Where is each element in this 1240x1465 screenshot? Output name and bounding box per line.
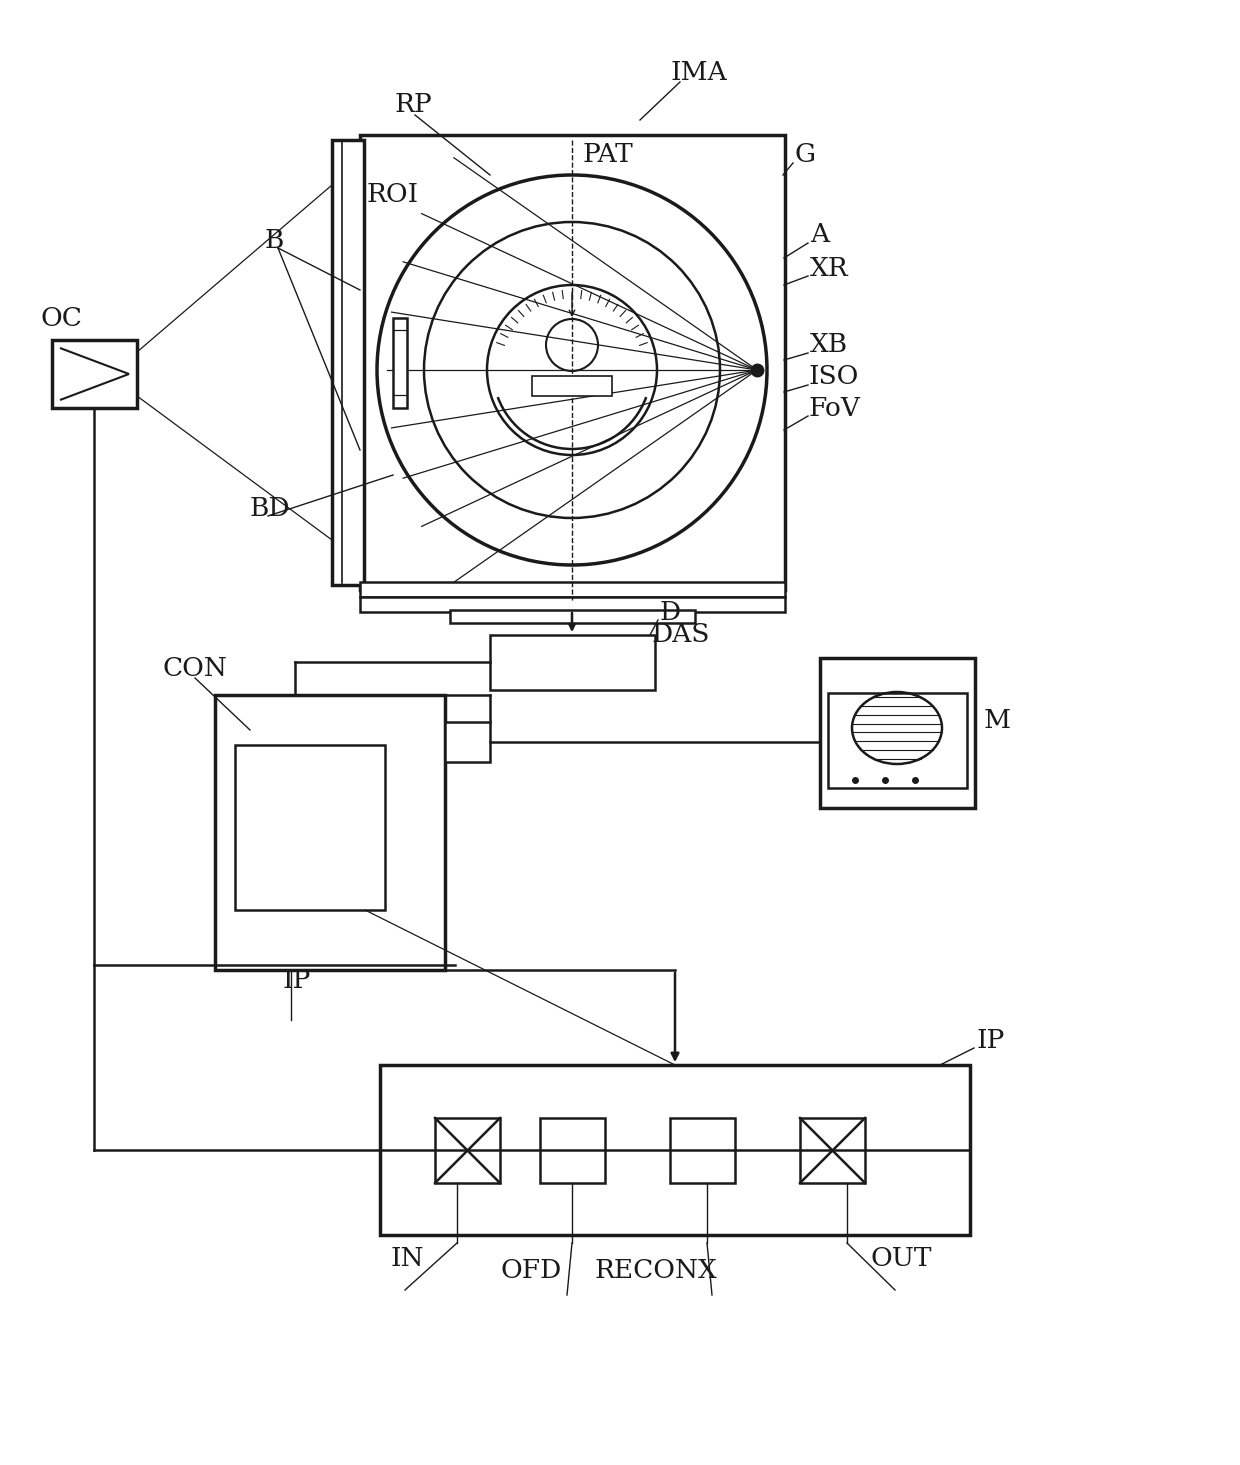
Bar <box>393 318 407 407</box>
Text: A: A <box>810 223 830 248</box>
Bar <box>450 609 694 623</box>
Text: XR: XR <box>810 255 848 280</box>
Bar <box>236 746 384 910</box>
Text: IMA: IMA <box>670 60 727 85</box>
Bar <box>52 340 136 407</box>
Bar <box>445 722 490 762</box>
Bar <box>820 658 975 809</box>
Text: B: B <box>265 227 284 252</box>
Text: XB: XB <box>810 333 848 357</box>
Text: OFD: OFD <box>500 1257 562 1282</box>
Bar <box>360 135 785 590</box>
Text: OC: OC <box>40 306 82 331</box>
Bar <box>215 694 445 970</box>
Text: PAT: PAT <box>582 142 632 167</box>
Bar <box>490 634 655 690</box>
Text: D: D <box>660 599 681 624</box>
Text: M: M <box>985 708 1011 732</box>
Bar <box>379 1065 970 1235</box>
Text: ISO: ISO <box>808 365 858 390</box>
Text: OUT: OUT <box>870 1245 931 1270</box>
Text: ROI: ROI <box>366 183 418 208</box>
Bar <box>800 1118 866 1184</box>
Text: CON: CON <box>162 655 228 681</box>
Text: IN: IN <box>391 1245 424 1270</box>
Text: IP: IP <box>976 1027 1004 1052</box>
Bar <box>670 1118 735 1184</box>
Text: FoV: FoV <box>808 396 859 420</box>
Bar <box>435 1118 500 1184</box>
Bar <box>360 598 785 612</box>
Text: G: G <box>795 142 816 167</box>
Text: BD: BD <box>250 495 290 520</box>
Bar <box>360 582 785 598</box>
Text: RP: RP <box>396 92 433 117</box>
Bar <box>828 693 967 788</box>
Bar <box>539 1118 605 1184</box>
Text: DAS: DAS <box>652 623 711 648</box>
Text: RECONX: RECONX <box>595 1257 718 1282</box>
Bar <box>532 377 613 396</box>
Text: IP: IP <box>281 967 310 992</box>
Bar <box>332 141 365 585</box>
